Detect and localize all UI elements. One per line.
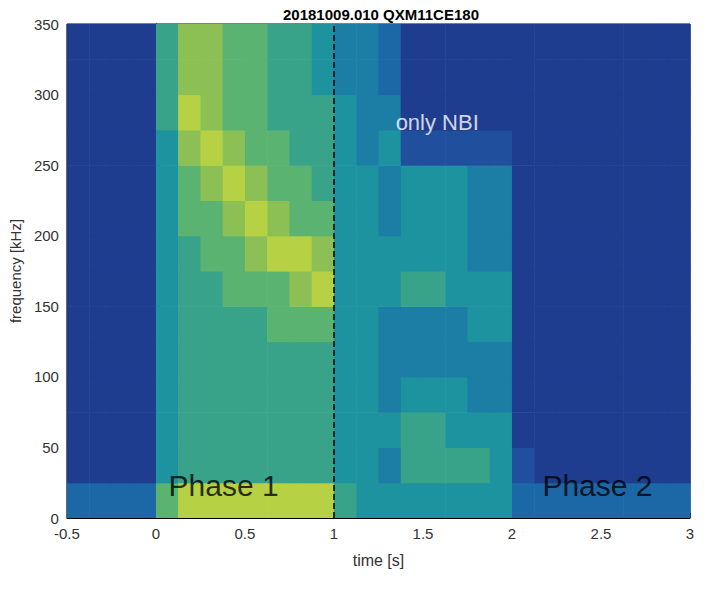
- svg-text:100: 100: [34, 368, 59, 385]
- svg-text:300: 300: [34, 86, 59, 103]
- svg-text:0: 0: [51, 510, 59, 527]
- svg-text:Phase 2: Phase 2: [542, 469, 652, 502]
- svg-text:20181009.010 QXM11CE180: 20181009.010 QXM11CE180: [283, 6, 479, 23]
- svg-text:frequency [kHz]: frequency [kHz]: [7, 219, 24, 323]
- svg-text:3: 3: [686, 525, 694, 542]
- svg-text:2.5: 2.5: [591, 525, 612, 542]
- svg-text:2: 2: [508, 525, 516, 542]
- svg-text:1: 1: [330, 525, 338, 542]
- svg-text:200: 200: [34, 227, 59, 244]
- svg-text:0.5: 0.5: [235, 525, 256, 542]
- svg-text:50: 50: [42, 439, 59, 456]
- svg-text:0: 0: [152, 525, 160, 542]
- svg-text:350: 350: [34, 16, 59, 33]
- svg-text:250: 250: [34, 157, 59, 174]
- svg-text:time [s]: time [s]: [353, 552, 405, 569]
- svg-text:1.5: 1.5: [413, 525, 434, 542]
- svg-text:150: 150: [34, 298, 59, 315]
- svg-text:Phase 1: Phase 1: [169, 469, 279, 502]
- svg-text:only NBI: only NBI: [396, 110, 479, 135]
- svg-text:-0.5: -0.5: [54, 525, 80, 542]
